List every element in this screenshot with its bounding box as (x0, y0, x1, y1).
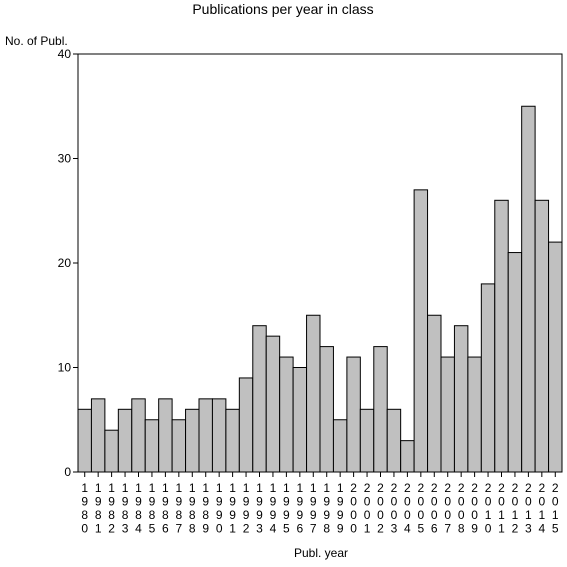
bar-1998 (319, 346, 334, 473)
bar-1981 (90, 398, 106, 473)
bar-2012 (507, 252, 523, 473)
y-tick-label: 40 (58, 47, 72, 61)
bar-1990 (211, 398, 227, 473)
bar-2001 (359, 408, 375, 473)
bar-1995 (279, 356, 294, 473)
bar-1984 (131, 398, 146, 473)
bar-2009 (467, 356, 482, 473)
bar-1983 (117, 408, 133, 473)
bar-2014 (534, 199, 550, 473)
bar-1996 (292, 367, 308, 473)
bar-1989 (198, 398, 213, 473)
bar-2004 (400, 440, 415, 473)
bar-1991 (225, 408, 240, 473)
bar-2005 (413, 189, 429, 473)
bar-1987 (171, 419, 187, 473)
bars-group (77, 105, 563, 473)
bar-2011 (494, 199, 509, 473)
bar-2002 (373, 346, 388, 473)
y-tick-label: 10 (58, 361, 72, 375)
bar-2007 (440, 356, 455, 473)
bar-1997 (306, 314, 321, 473)
bar-1999 (332, 419, 348, 473)
bar-2003 (386, 408, 402, 473)
x-axis-label: Publ. year (294, 546, 348, 560)
bar-1982 (104, 429, 119, 473)
x-ticks-group: 1 9 8 0 1 9 8 1 1 9 8 2 1 9 8 3 1 9 8 4 1 9 8 5 1 9 8 6 1 9 8 7 1 9 8 8 1 9 8 9… (81, 472, 559, 536)
bar-1994 (265, 335, 281, 473)
y-tick-label: 20 (58, 256, 72, 270)
y-tick-label: 0 (64, 465, 71, 479)
bar-1992 (238, 377, 254, 473)
plot-frame (77, 53, 563, 473)
bar-1986 (158, 398, 173, 473)
bar-2010 (480, 283, 496, 473)
y-axis-label: No. of Publ. (5, 34, 68, 48)
bar-1985 (144, 419, 160, 473)
bar-1980 (77, 408, 92, 473)
chart-title: Publications per year in class (192, 1, 373, 17)
bar-1993 (252, 325, 267, 473)
bar-2000 (346, 356, 361, 473)
bar-2015 (548, 241, 563, 473)
bar-2008 (453, 325, 469, 473)
y-ticks-group: 0 10 20 30 40 (58, 47, 78, 479)
bar-2006 (427, 314, 442, 473)
bar-1988 (185, 408, 200, 473)
y-tick-label: 30 (58, 152, 72, 166)
bar-2013 (521, 105, 536, 473)
